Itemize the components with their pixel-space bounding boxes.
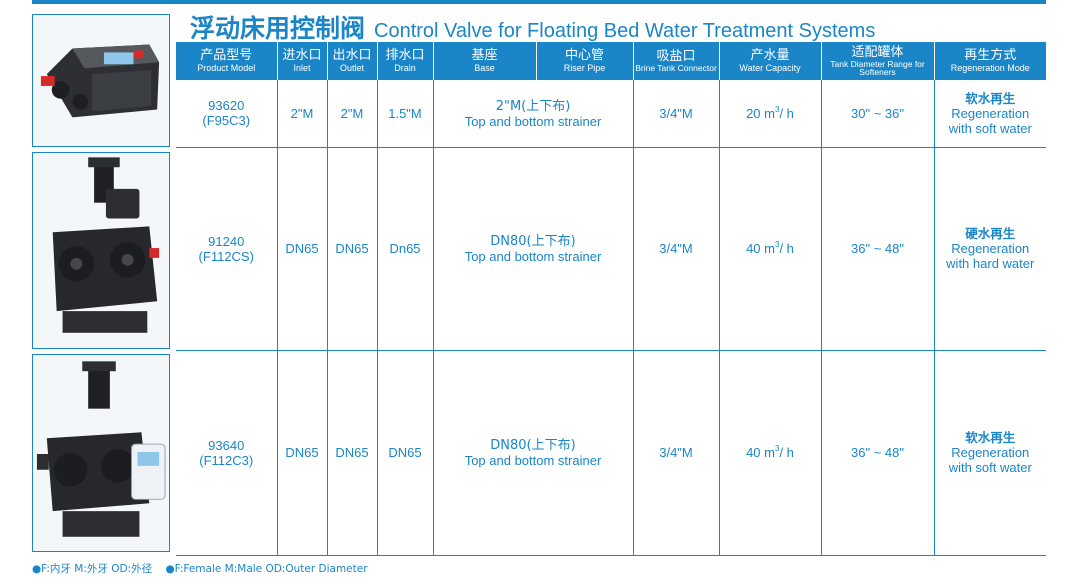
header-tank-diameter: 适配罐体 Tank Diameter Range for Softeners (820, 42, 934, 80)
top-rule (32, 0, 1046, 4)
product-photo-93620 (32, 14, 170, 147)
cell-brine: 3/4"M (632, 147, 719, 351)
page-title: 浮动床用控制阀 Control Valve for Floating Bed W… (190, 9, 875, 43)
cell-base: DN80(上下布) Top and bottom strainer (432, 350, 633, 556)
product-photo-91240 (32, 152, 170, 349)
cell-model: 91240 (F112CS) (176, 147, 277, 351)
cell-base: DN80(上下布) Top and bottom strainer (432, 147, 633, 351)
cell-base: 2"M(上下布) Top and bottom strainer (432, 80, 633, 148)
cell-mode: 硬水再生 Regeneration with hard water (933, 147, 1046, 351)
header-brine-connector: 吸盐口 Brine Tank Connector (632, 42, 719, 80)
header-riser-pipe: 中心管 Riser Pipe (535, 42, 633, 80)
valve-f112cs-icon (33, 153, 169, 348)
table-header-row: 产品型号 Product Model 进水口 Inlet 出水口 Outlet 排水口… (176, 42, 1046, 80)
cell-tank: 36" ~ 48" (820, 350, 934, 556)
cell-brine: 3/4"M (632, 350, 719, 556)
cell-outlet: 2"M (326, 80, 377, 148)
title-chinese: 浮动床用控制阀 (190, 14, 366, 43)
header-regeneration-mode: 再生方式 Regeneration Mode (933, 42, 1046, 80)
cell-inlet: 2"M (276, 80, 327, 148)
header-outlet: 出水口 Outlet (326, 42, 377, 80)
header-drain: 排水口 Drain (376, 42, 433, 80)
header-water-capacity: 产水量 Water Capacity (718, 42, 821, 80)
header-base: 基座 Base (432, 42, 536, 80)
cell-drain: Dn65 (376, 147, 433, 351)
footnote-english: ●F:Female M:Male OD:Outer Diameter (165, 563, 368, 575)
product-photo-93640 (32, 354, 170, 552)
cell-inlet: DN65 (276, 147, 327, 351)
cell-tank: 30" ~ 36" (820, 80, 934, 148)
title-english: Control Valve for Floating Bed Water Tre… (374, 20, 876, 42)
footnote-chinese: ●F:内牙 M:外牙 OD:外径 (32, 563, 153, 575)
valve-f112c3-icon (33, 355, 169, 551)
footnote: ●F:内牙 M:外牙 OD:外径 ●F:Female M:Male OD:Out… (32, 561, 378, 576)
cell-capacity: 20 m3/ h (718, 80, 821, 148)
header-inlet: 进水口 Inlet (276, 42, 327, 80)
cell-outlet: DN65 (326, 350, 377, 556)
table-row: 93620 (F95C3) 2"M 2"M 1.5"M 2"M(上下布) Top a… (176, 80, 1046, 148)
cell-capacity: 40 m3/ h (718, 350, 821, 556)
cell-mode: 软水再生 Regeneration with soft water (933, 80, 1046, 148)
table-row: 91240 (F112CS) DN65 DN65 Dn65 DN80(上下布) To… (176, 147, 1046, 351)
valve-f95c3-icon (33, 15, 169, 146)
cell-model: 93620 (F95C3) (176, 80, 277, 148)
cell-inlet: DN65 (276, 350, 327, 556)
cell-mode: 软水再生 Regeneration with soft water (933, 350, 1046, 556)
cell-tank: 36" ~ 48" (820, 147, 934, 351)
header-product-model: 产品型号 Product Model (176, 42, 277, 80)
spec-table: 产品型号 Product Model 进水口 Inlet 出水口 Outlet 排水口… (176, 42, 1046, 556)
cell-drain: DN65 (376, 350, 433, 556)
cell-drain: 1.5"M (376, 80, 433, 148)
cell-capacity: 40 m3/ h (718, 147, 821, 351)
cell-outlet: DN65 (326, 147, 377, 351)
cell-model: 93640 (F112C3) (176, 350, 277, 556)
table-row: 93640 (F112C3) DN65 DN65 DN65 DN80(上下布) To… (176, 350, 1046, 556)
cell-brine: 3/4"M (632, 80, 719, 148)
